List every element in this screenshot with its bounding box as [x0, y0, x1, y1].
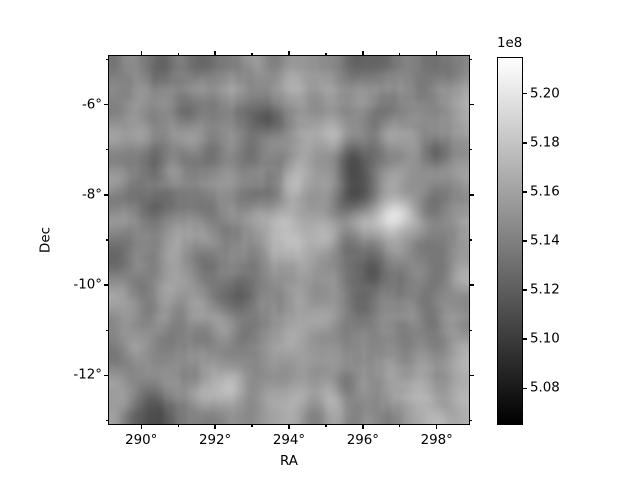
y-tick-label-3: -12° [73, 367, 102, 383]
x-tick-label-2: 294° [272, 433, 306, 448]
x-minor-tick-top-2 [325, 52, 327, 55]
y-tick-right-1 [470, 194, 475, 196]
x-tick-1 [214, 425, 216, 430]
y-minor-tick-0 [105, 58, 108, 61]
x-tick-top-2 [288, 50, 290, 55]
x-tick-label-3: 296° [346, 433, 380, 448]
colorbar-tick-1 [523, 142, 528, 144]
x-tick-3 [362, 425, 364, 430]
y-minor-tick-2 [105, 239, 108, 241]
colorbar-tick-label-3: 5.14 [530, 233, 560, 249]
colorbar-exponent-label: 1e8 [497, 36, 523, 51]
colorbar-tick-6 [523, 387, 528, 389]
y-minor-tick-right-3 [470, 329, 473, 331]
x-axis-label: RA [280, 454, 298, 469]
y-tick-2 [103, 284, 108, 286]
x-minor-tick-2 [325, 425, 327, 428]
y-minor-tick-1 [105, 149, 108, 151]
colorbar-tick-label-2: 5.16 [530, 184, 560, 200]
y-tick-right-0 [470, 103, 475, 106]
x-minor-tick-top-3 [399, 52, 401, 55]
colorbar-tick-label-1: 5.18 [530, 135, 560, 151]
x-minor-tick-top-1 [251, 52, 253, 55]
y-minor-tick-3 [105, 329, 108, 331]
colorbar-tick-2 [523, 191, 528, 193]
x-minor-tick-top-0 [177, 52, 179, 55]
x-tick-top-0 [140, 50, 142, 55]
y-tick-label-0: -6° [81, 96, 102, 112]
x-tick-top-4 [436, 50, 438, 55]
y-minor-tick-right-2 [470, 239, 473, 241]
x-tick-label-0: 290° [125, 433, 158, 448]
x-tick-label-1: 292° [198, 433, 232, 448]
y-axis-label: Dec [38, 227, 54, 253]
sky-map-axes[interactable] [108, 55, 470, 425]
x-minor-tick-1 [251, 425, 253, 428]
y-minor-tick-4 [105, 419, 108, 422]
sky-map-image [109, 56, 469, 424]
x-tick-top-1 [214, 50, 216, 55]
y-tick-0 [103, 103, 108, 106]
y-tick-right-2 [470, 284, 475, 286]
x-tick-2 [288, 425, 290, 430]
colorbar-tick-label-0: 5.20 [530, 86, 560, 102]
colorbar-tick-label-5: 5.10 [530, 331, 560, 347]
y-tick-label-2: -10° [73, 277, 102, 293]
x-tick-4 [436, 425, 438, 430]
y-tick-label-1: -8° [81, 187, 102, 203]
x-minor-tick-3 [399, 425, 401, 428]
y-minor-tick-right-1 [470, 149, 473, 151]
colorbar-tick-5 [523, 338, 528, 340]
x-tick-label-4: 298° [420, 433, 453, 448]
x-minor-tick-0 [177, 425, 179, 428]
colorbar-tick-label-6: 5.08 [530, 380, 560, 396]
y-tick-1 [103, 194, 108, 196]
y-minor-tick-right-0 [470, 58, 473, 61]
colorbar[interactable] [497, 57, 523, 425]
x-tick-0 [140, 425, 142, 430]
y-minor-tick-right-4 [470, 419, 473, 422]
y-tick-3 [103, 374, 108, 376]
colorbar-tick-0 [523, 93, 528, 95]
colorbar-tick-4 [523, 289, 528, 291]
x-tick-top-3 [362, 50, 364, 55]
colorbar-tick-label-4: 5.12 [530, 282, 560, 298]
colorbar-tick-3 [523, 240, 528, 242]
y-tick-right-3 [470, 374, 475, 376]
